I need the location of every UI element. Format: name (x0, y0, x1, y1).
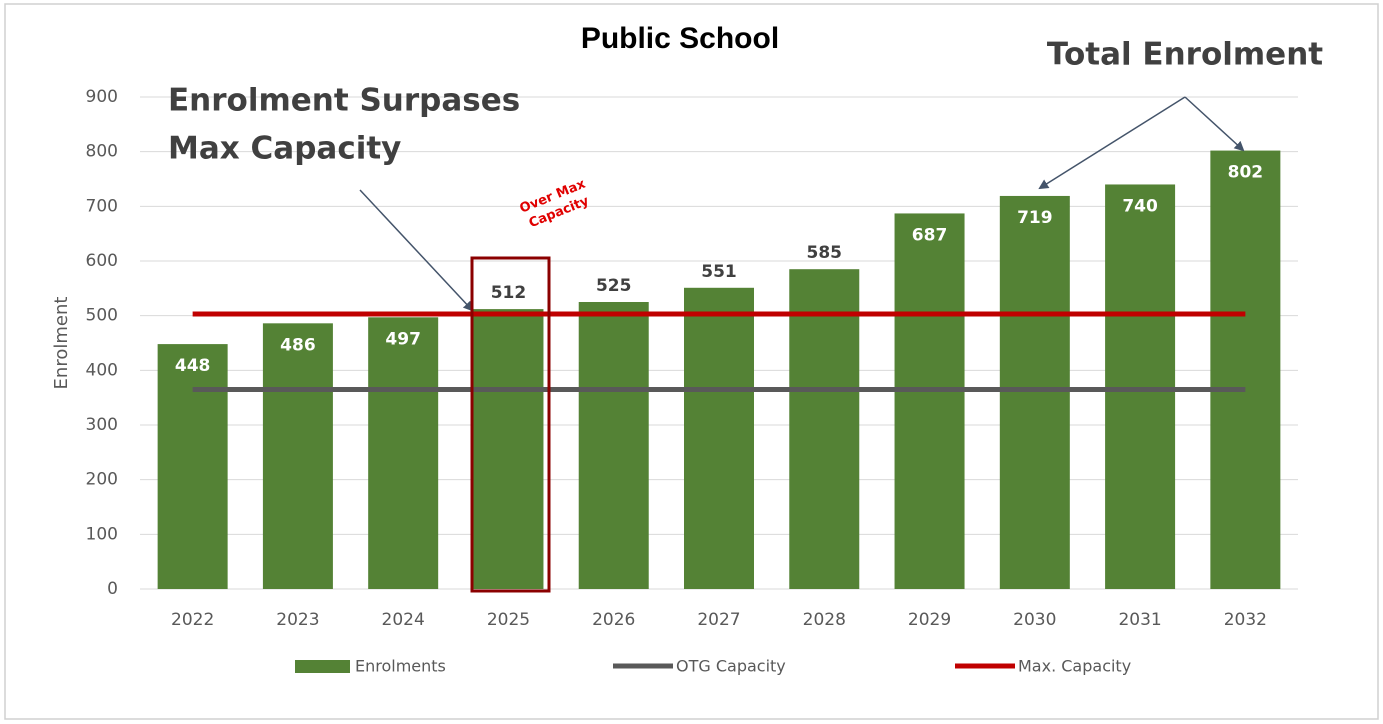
data-label: 448 (175, 356, 211, 376)
annotation: Total Enrolment (1047, 37, 1323, 73)
y-tick-label: 900 (86, 87, 118, 107)
data-label: 585 (807, 243, 843, 263)
annotation: Enrolment Surpases (168, 83, 520, 119)
x-tick-label: 2028 (803, 610, 846, 630)
data-label: 687 (912, 225, 948, 245)
bar (894, 213, 965, 589)
data-label: 719 (1017, 208, 1053, 228)
legend-label: OTG Capacity (676, 657, 786, 676)
y-tick-label: 800 (86, 142, 118, 162)
bar (262, 323, 333, 589)
legend-label: Max. Capacity (1018, 657, 1131, 676)
bar (578, 302, 649, 589)
x-tick-label: 2032 (1224, 610, 1267, 630)
arrow (1184, 96, 1245, 152)
annotation: Max Capacity (168, 131, 401, 167)
x-tick-label: 2022 (171, 610, 214, 630)
y-tick-label: 700 (86, 196, 118, 216)
arrow (1038, 96, 1186, 190)
chart-title: Public School (581, 22, 779, 55)
x-tick-label: 2025 (487, 610, 530, 630)
data-label: 497 (385, 329, 421, 349)
data-label: 486 (280, 335, 316, 355)
bar (1105, 184, 1176, 589)
highlight-box (470, 256, 551, 593)
y-tick-label: 100 (86, 524, 118, 544)
bar (157, 344, 228, 589)
x-tick-label: 2030 (1013, 610, 1056, 630)
y-axis-label: Enrolment (51, 297, 72, 390)
bar (368, 317, 439, 589)
bar (473, 309, 544, 589)
data-label: 740 (1122, 196, 1158, 216)
x-tick-label: 2031 (1118, 610, 1161, 630)
bar (684, 287, 754, 589)
y-tick-label: 0 (107, 579, 118, 599)
y-tick-label: 300 (86, 415, 118, 435)
x-tick-label: 2027 (697, 610, 740, 630)
arrow (359, 189, 474, 312)
frame (4, 3, 1379, 720)
bar (1210, 150, 1281, 589)
x-tick-label: 2023 (276, 610, 319, 630)
data-label: 802 (1228, 163, 1264, 183)
x-tick-label: 2026 (592, 610, 635, 630)
bar (999, 195, 1070, 590)
data-label: 512 (491, 283, 527, 303)
data-label: 525 (596, 276, 632, 296)
x-tick-label: 2024 (382, 610, 425, 630)
bar (789, 269, 860, 589)
x-tick-label: 2029 (908, 610, 951, 630)
y-tick-label: 600 (86, 251, 118, 271)
y-tick-label: 400 (86, 360, 118, 380)
legend-label: Enrolments (355, 657, 446, 676)
y-tick-label: 200 (86, 470, 118, 490)
legend-swatch (295, 660, 350, 673)
y-tick-label: 500 (86, 306, 118, 326)
data-label: 551 (701, 262, 737, 282)
